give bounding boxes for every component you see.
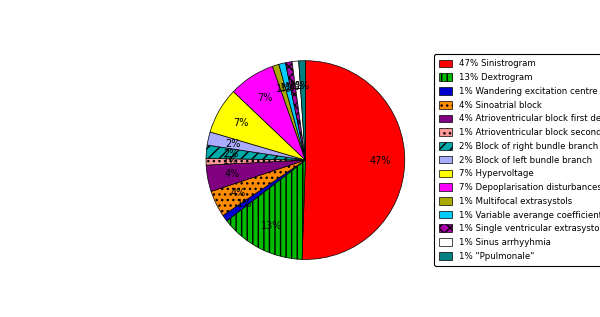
Text: 4%: 4% <box>231 188 246 198</box>
Text: 1%: 1% <box>285 81 301 92</box>
Wedge shape <box>211 160 305 216</box>
Wedge shape <box>206 158 305 165</box>
Wedge shape <box>233 66 305 160</box>
Wedge shape <box>206 160 305 191</box>
Legend: 47% Sinistrogram, 13% Dextrogram, 1% Wandering excitation centre in the sinus no: 47% Sinistrogram, 13% Dextrogram, 1% Wan… <box>434 54 600 266</box>
Text: 7%: 7% <box>233 118 248 128</box>
Wedge shape <box>210 92 305 160</box>
Text: 1%: 1% <box>295 81 311 91</box>
Wedge shape <box>206 145 305 160</box>
Wedge shape <box>279 63 305 160</box>
Text: 4%: 4% <box>224 169 240 179</box>
Wedge shape <box>223 160 305 221</box>
Text: 13%: 13% <box>261 222 282 231</box>
Wedge shape <box>299 61 305 160</box>
Wedge shape <box>286 61 305 160</box>
Wedge shape <box>292 61 305 160</box>
Text: 2%: 2% <box>223 149 239 159</box>
Text: 47%: 47% <box>369 156 391 166</box>
Text: 1%: 1% <box>290 81 305 91</box>
Wedge shape <box>302 61 405 259</box>
Text: 1%: 1% <box>223 156 239 166</box>
Wedge shape <box>227 160 305 259</box>
Wedge shape <box>207 132 305 160</box>
Text: 1%: 1% <box>280 83 296 93</box>
Wedge shape <box>272 64 305 160</box>
Text: 7%: 7% <box>257 93 272 102</box>
Text: 1%: 1% <box>238 199 253 209</box>
Text: 1%: 1% <box>275 84 291 94</box>
Text: 2%: 2% <box>225 139 241 149</box>
